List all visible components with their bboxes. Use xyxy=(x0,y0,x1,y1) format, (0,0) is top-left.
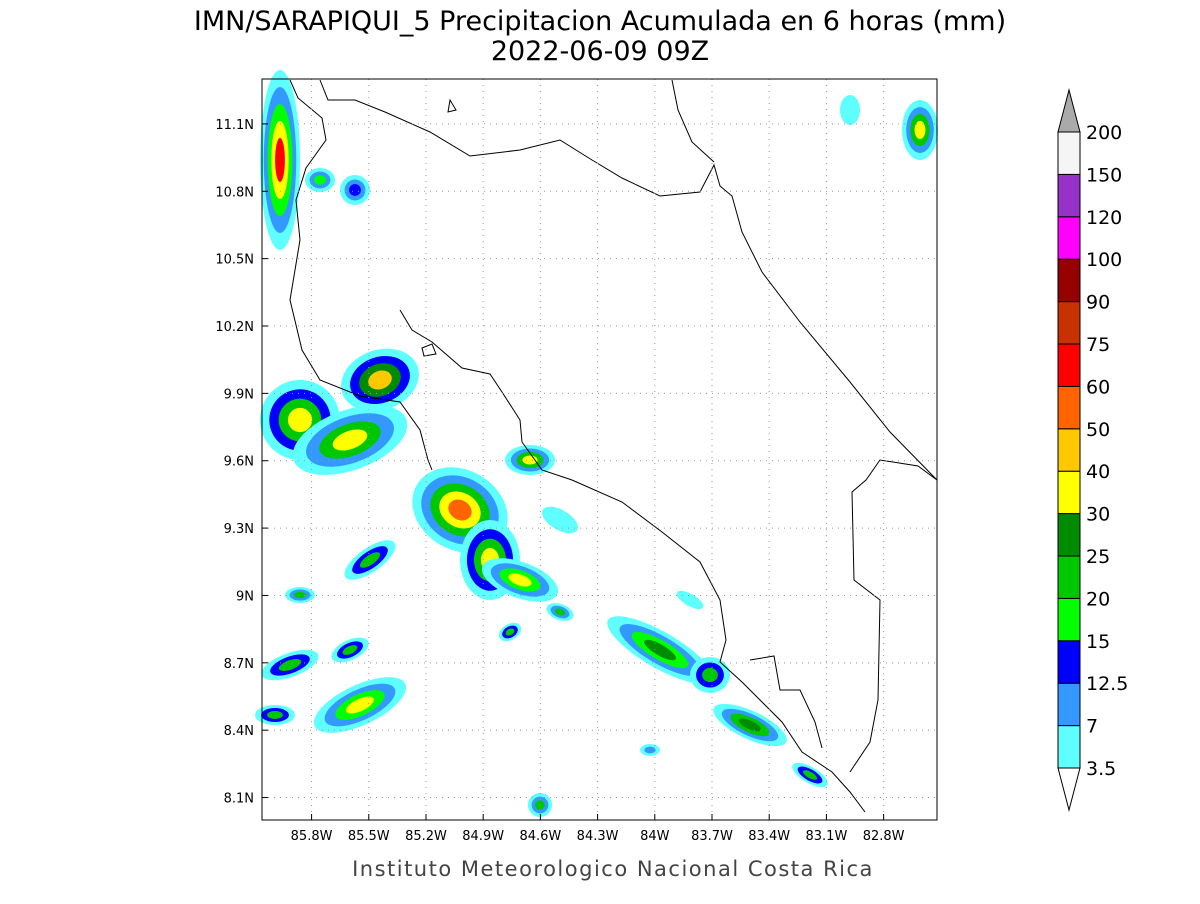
y-tick-label: 10.5N xyxy=(215,253,254,268)
map-frame xyxy=(261,78,938,821)
colorbar-label: 150 xyxy=(1086,164,1122,186)
colorbar-label: 100 xyxy=(1086,249,1122,271)
precip-area xyxy=(702,667,718,683)
colorbar-label: 12.5 xyxy=(1086,673,1128,695)
precip-area xyxy=(738,718,762,732)
colorbar-box xyxy=(1057,173,1081,218)
x-tick-label: 85.8W xyxy=(291,829,333,844)
colorbar-label: 7 xyxy=(1086,716,1098,738)
precip-area xyxy=(278,658,302,672)
precip-area xyxy=(505,628,515,636)
coastline xyxy=(399,309,866,813)
precip-area xyxy=(349,184,361,196)
precip-area xyxy=(332,429,368,451)
precip-area xyxy=(275,137,285,183)
footer: Instituto Meteorologico Nacional Costa R… xyxy=(352,857,874,881)
colorbar-above xyxy=(1057,88,1081,133)
precip-area xyxy=(359,552,381,568)
colorbar-box xyxy=(1057,597,1081,642)
precip-area xyxy=(508,573,532,587)
precip-area xyxy=(554,608,566,616)
x-tick-label: 84.9W xyxy=(462,829,504,844)
precip-area xyxy=(267,711,283,719)
x-tick-label: 83.4W xyxy=(748,829,790,844)
colorbar-box xyxy=(1057,301,1081,345)
y-tick-label: 9N xyxy=(236,589,254,604)
precip-area xyxy=(644,639,676,661)
coastlines xyxy=(289,79,938,813)
colorbar-below xyxy=(1057,767,1081,812)
colorbar-label: 20 xyxy=(1086,588,1110,610)
precip-area xyxy=(541,506,579,534)
precip-field xyxy=(255,70,938,817)
colorbar-label: 30 xyxy=(1086,504,1110,526)
colorbar-label: 75 xyxy=(1086,334,1110,356)
colorbar-box xyxy=(1057,640,1081,684)
x-tick-label: 82.8W xyxy=(863,829,905,844)
axes: 85.8W 85.5W 85.2W 84.9W 84.6W 84.3W 84W 83.7W 83… xyxy=(215,79,937,844)
coastline xyxy=(447,98,457,113)
coastline xyxy=(749,655,823,749)
y-tick-label: 9.3N xyxy=(224,522,254,537)
colorbar-label: 15 xyxy=(1086,631,1110,653)
x-tick-label: 83.7W xyxy=(691,829,733,844)
precip-area xyxy=(644,746,656,754)
y-tick-label: 8.1N xyxy=(224,792,254,807)
x-tick-label: 84W xyxy=(640,829,670,844)
y-tick-label: 11.1N xyxy=(215,118,254,133)
colorbar-box xyxy=(1057,428,1081,472)
colorbar-label: 120 xyxy=(1086,207,1122,229)
precip-area xyxy=(802,770,818,780)
colorbar-box xyxy=(1057,513,1081,557)
subtitle: 2022-06-09 09Z xyxy=(491,36,709,67)
x-tick-label: 85.2W xyxy=(405,829,447,844)
colorbar-box xyxy=(1057,470,1081,515)
precip-area xyxy=(914,120,926,140)
x-tick-label: 84.3W xyxy=(577,829,619,844)
y-tick-label: 8.4N xyxy=(224,724,254,739)
coastline xyxy=(421,343,437,357)
y-tick-label: 10.8N xyxy=(215,185,254,200)
precip-area xyxy=(287,407,313,433)
coastline xyxy=(671,79,715,163)
colorbar-label: 50 xyxy=(1086,419,1110,441)
y-tick-label: 8.7N xyxy=(224,657,254,672)
colorbar-box xyxy=(1057,343,1081,387)
colorbar-box xyxy=(1057,682,1081,727)
colorbar-box xyxy=(1057,555,1081,599)
precip-area xyxy=(368,370,392,390)
precip-area xyxy=(314,175,326,185)
precip-area xyxy=(346,696,374,714)
colorbar-box xyxy=(1057,258,1081,303)
precip-area xyxy=(840,95,860,125)
colorbar-label: 60 xyxy=(1086,376,1110,398)
coastline xyxy=(849,459,938,773)
colorbar-box xyxy=(1057,131,1081,175)
precip-area xyxy=(676,590,704,610)
precip-area xyxy=(342,645,358,655)
colorbar-label: 200 xyxy=(1086,122,1122,144)
coastline xyxy=(289,79,433,471)
title: IMN/SARAPIQUI_5 Precipitacion Acumulada … xyxy=(194,6,1006,37)
x-tick-label: 83.1W xyxy=(806,829,848,844)
colorbar-box xyxy=(1057,725,1081,769)
coastline xyxy=(319,79,938,481)
colorbar-label: 40 xyxy=(1086,461,1110,483)
y-tick-label: 9.9N xyxy=(224,387,254,402)
precip-area xyxy=(294,591,306,599)
precip-area xyxy=(448,499,472,521)
x-tick-label: 84.6W xyxy=(519,829,561,844)
y-tick-label: 9.6N xyxy=(224,455,254,470)
colorbar-label: 3.5 xyxy=(1086,758,1116,780)
colorbar-label: 25 xyxy=(1086,546,1110,568)
colorbar-box xyxy=(1057,216,1081,260)
colorbar: 3.5 7 12.5 15 20 25 30 40 50 60 75 90 100 120 150 200 xyxy=(1057,88,1128,812)
x-tick-label: 85.5W xyxy=(348,829,390,844)
y-tick-label: 10.2N xyxy=(215,320,254,335)
colorbar-label: 90 xyxy=(1086,292,1110,314)
colorbar-box xyxy=(1057,385,1081,430)
